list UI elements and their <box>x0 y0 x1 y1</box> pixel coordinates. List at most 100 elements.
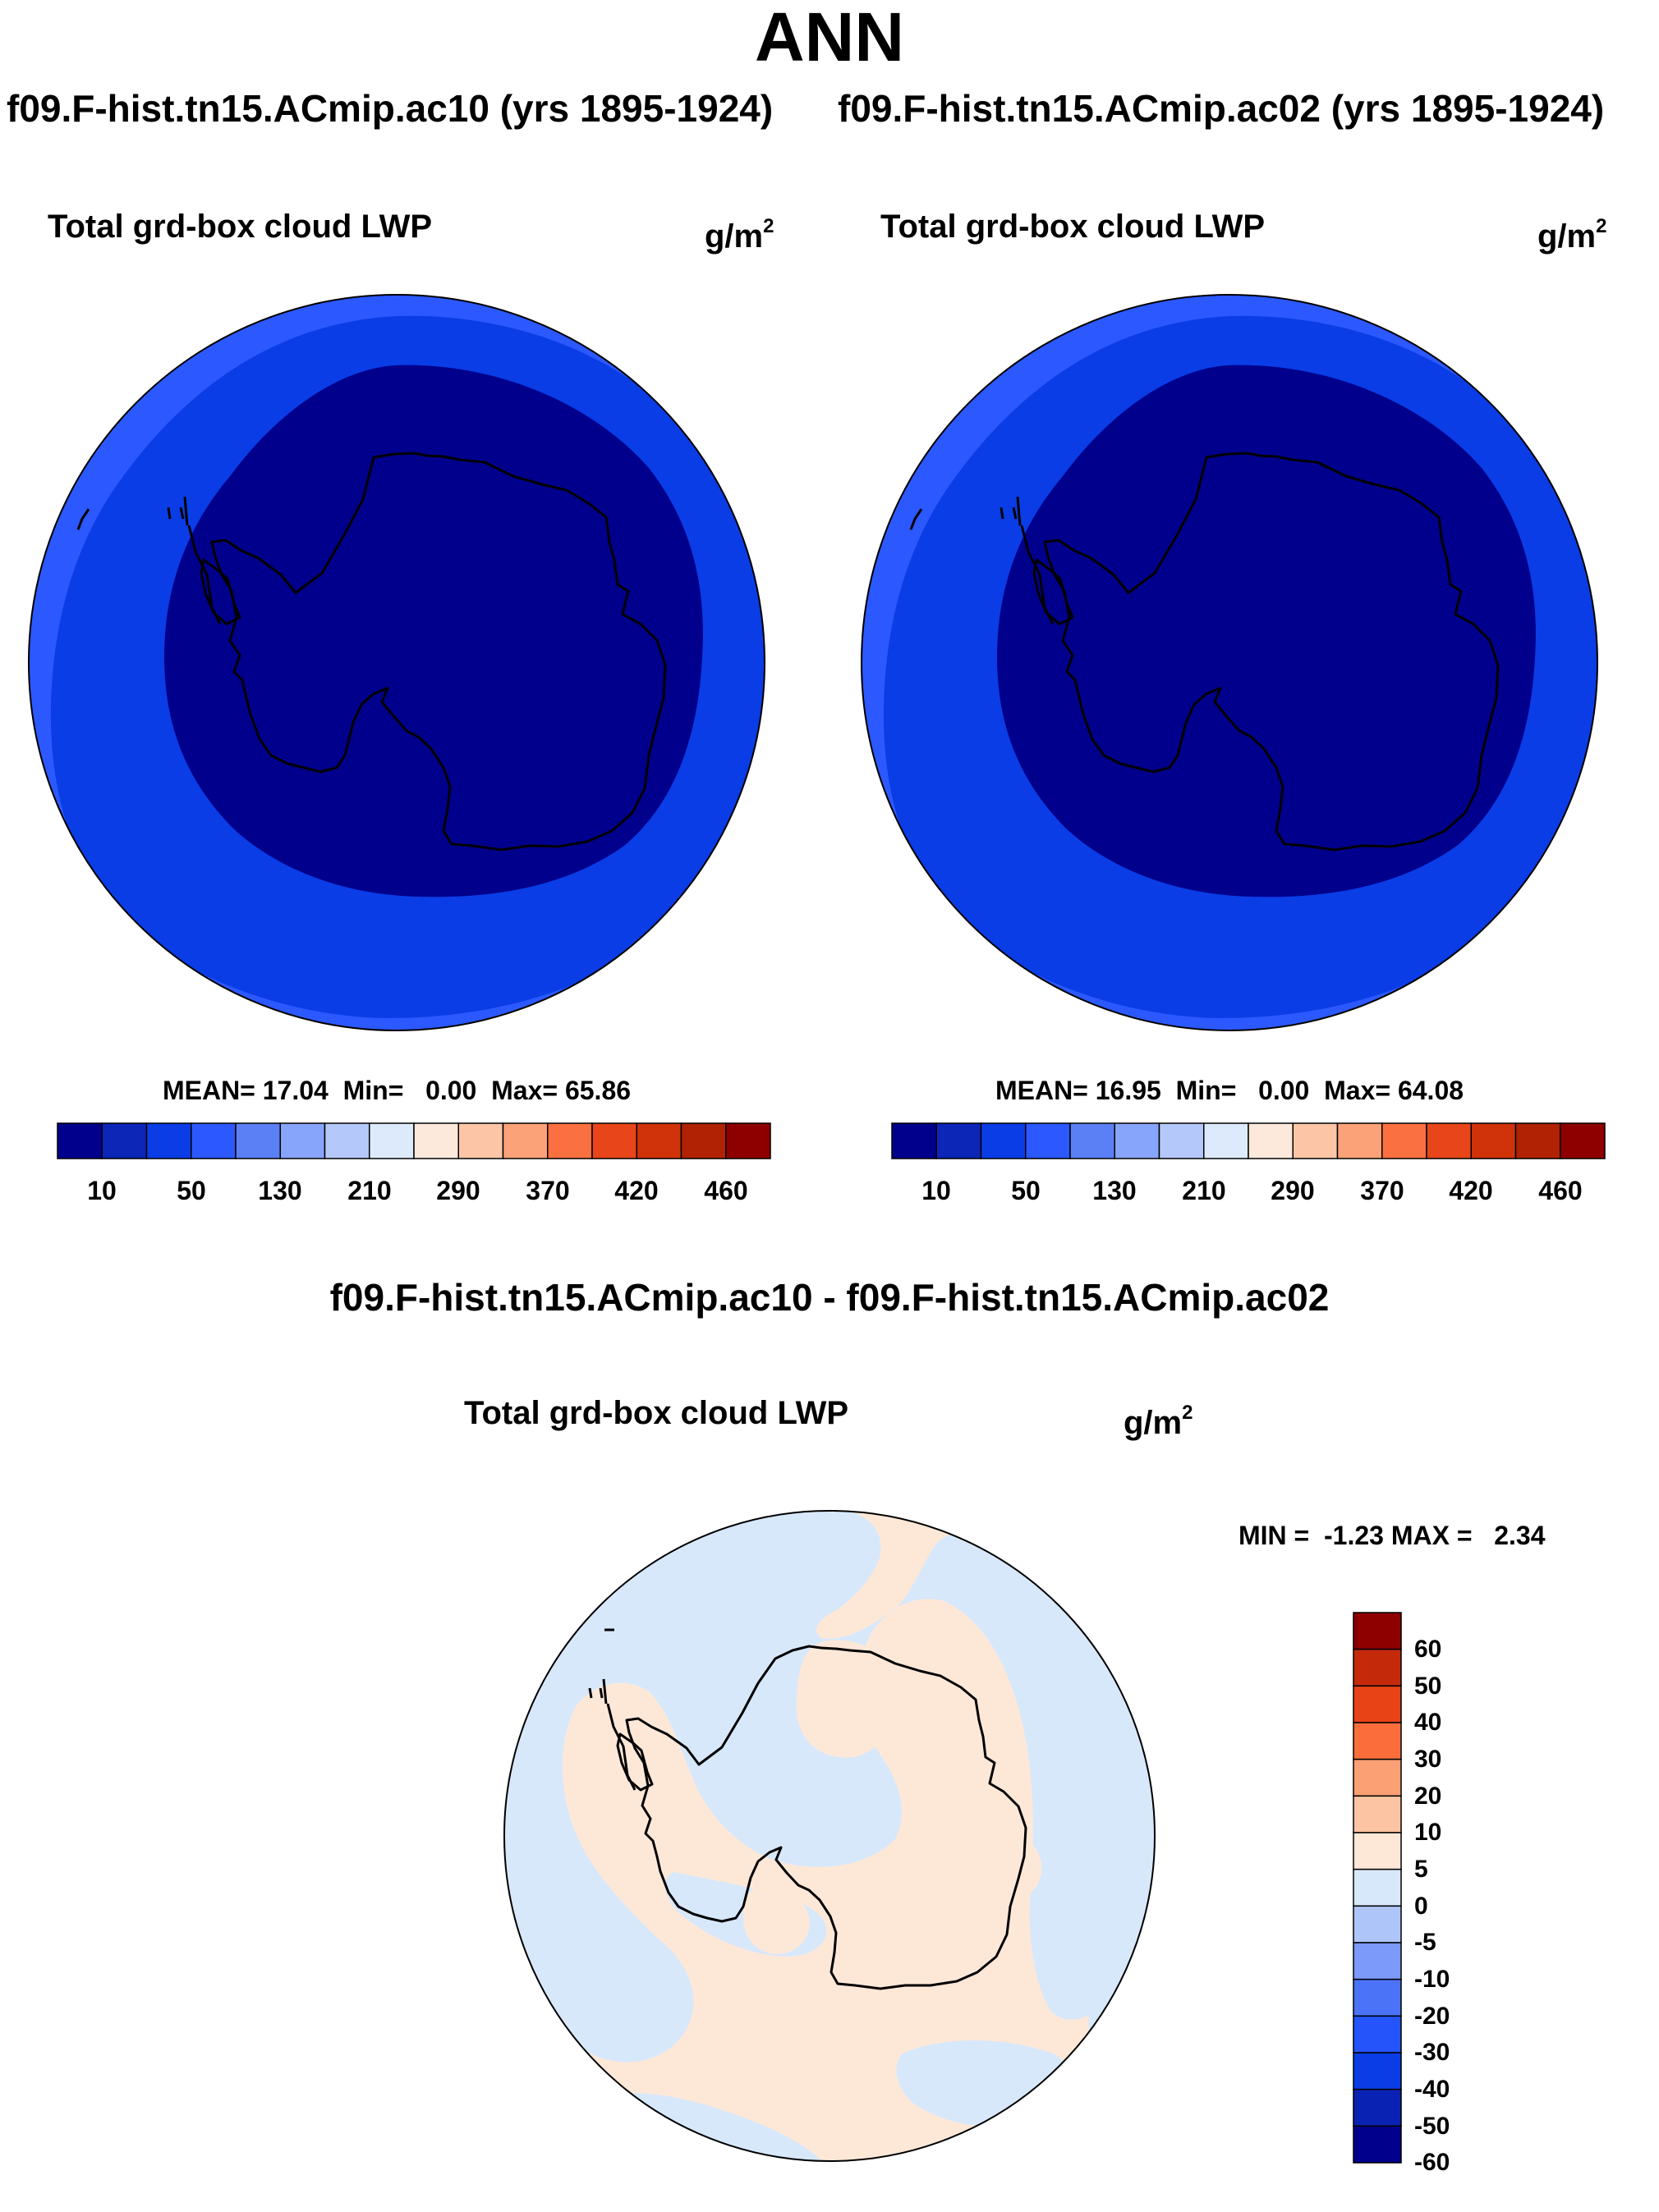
colorbar-difference-tick-label: -50 <box>1414 2113 1450 2140</box>
colorbar-difference-tick-label: -5 <box>1414 1929 1436 1956</box>
diff-positive-patch <box>891 1870 986 1975</box>
colorbar-left-tick-label: 130 <box>258 1176 302 1205</box>
colorbar-box <box>457 1122 504 1159</box>
colorbar-left-tick-label: 290 <box>436 1176 480 1205</box>
colorbar-box <box>1353 1832 1402 1870</box>
map-difference-border <box>503 1510 1156 2162</box>
colorbar-left-tick-label: 420 <box>614 1176 659 1205</box>
difference-minmax: MIN = -1.23 MAX = 2.34 <box>1239 1521 1546 1550</box>
diff-positive-patch <box>797 1640 898 1758</box>
colorbar-right-tick-label: 50 <box>1011 1176 1041 1205</box>
colorbar-box <box>1353 1648 1402 1687</box>
difference-variable: Total grd-box cloud LWP <box>464 1395 849 1431</box>
colorbar-box <box>1381 1122 1427 1159</box>
colorbar-box <box>191 1122 237 1159</box>
case-name-left: f09.F-hist.tn15.ACmip.ac10 (yrs 1895-192… <box>7 87 774 130</box>
colorbar-box <box>1353 2088 1402 2127</box>
colorbar-left-labels: 10 50 130 210 290 370 420 460 <box>0 1174 821 1207</box>
difference-title: f09.F-hist.tn15.ACmip.ac10 - f09.F-hist.… <box>329 1276 1330 1319</box>
colorbar-difference-tick-label: -10 <box>1414 1966 1450 1993</box>
colorbar-box <box>1203 1122 1249 1159</box>
colorbar-box <box>1353 2015 1402 2054</box>
panel-right-stats: MEAN= 16.95 Min= 0.00 Max= 64.08 <box>995 1076 1464 1105</box>
colorbar-box <box>1353 1685 1402 1723</box>
colorbar-left-tick-label: 210 <box>347 1176 392 1205</box>
colorbar-box <box>235 1122 281 1159</box>
colorbar-box <box>1336 1122 1383 1159</box>
colorbar-box <box>1114 1122 1160 1159</box>
colorbar-box <box>1292 1122 1339 1159</box>
lwp-band-0-10 <box>997 365 1536 897</box>
colorbar-box <box>1353 1905 1402 1944</box>
colorbar-box <box>101 1122 148 1159</box>
colorbar-difference-tick-label: 30 <box>1414 1746 1442 1773</box>
panel-left-units: g/m2 <box>705 215 774 255</box>
diff-positive-background <box>504 1511 1155 2161</box>
colorbar-box <box>547 1122 593 1159</box>
colorbar-box <box>1069 1122 1115 1159</box>
colorbar-box <box>1353 1978 1402 2017</box>
colorbar-difference-tick-label: 20 <box>1414 1783 1442 1810</box>
colorbar-right-tick-label: 130 <box>1092 1176 1137 1205</box>
diff-negative-region <box>664 1872 827 1957</box>
antarctica-coastline <box>76 452 667 851</box>
colorbar-right-tick-label: 290 <box>1271 1176 1315 1205</box>
colorbar-box <box>1353 1758 1402 1797</box>
colorbar-box <box>57 1122 103 1159</box>
colorbar-difference-tick-label: -60 <box>1414 2149 1450 2176</box>
lwp-band-10-50 <box>883 315 1597 1018</box>
colorbar-box <box>980 1122 1027 1159</box>
diff-negative-region <box>896 2040 1076 2127</box>
colorbar-box <box>1353 1942 1402 1980</box>
colorbar-difference-tick-label: 60 <box>1414 1636 1442 1663</box>
colorbar-difference-tick-label: 5 <box>1414 1856 1428 1883</box>
colorbar-right-tick-label: 460 <box>1538 1176 1583 1205</box>
lwp-band-0-10 <box>164 365 703 897</box>
colorbar-box <box>725 1122 771 1159</box>
colorbar-right-tick-label: 420 <box>1449 1176 1493 1205</box>
antarctica-coastline <box>504 1628 1027 1990</box>
colorbar-box <box>369 1122 415 1159</box>
colorbar-box <box>324 1122 370 1159</box>
diff-positive-patch <box>743 1888 810 1954</box>
colorbar-right-tick-label: 210 <box>1182 1176 1226 1205</box>
colorbar-box <box>1248 1122 1294 1159</box>
colorbar-box <box>636 1122 682 1159</box>
diff-positive-patch <box>996 1838 1042 1896</box>
diff-negative-region <box>504 1511 1155 2063</box>
panel-right-variable: Total grd-box cloud LWP <box>880 209 1266 245</box>
colorbar-box <box>1426 1122 1472 1159</box>
colorbar-box <box>935 1122 982 1159</box>
colorbar-left-tick-label: 10 <box>87 1176 117 1205</box>
colorbar-box <box>591 1122 637 1159</box>
panel-left-stats: MEAN= 17.04 Min= 0.00 Max= 65.86 <box>162 1076 632 1105</box>
colorbar-box <box>145 1122 192 1159</box>
lwp-band-50-130 <box>862 295 1597 1030</box>
map-right-border <box>861 294 1598 1031</box>
colorbar-difference-tick-label: -30 <box>1414 2039 1450 2066</box>
colorbar-left-tick-label: 370 <box>526 1176 570 1205</box>
page-title: ANN <box>755 0 904 76</box>
colorbar-box <box>1353 1868 1402 1907</box>
colorbar-box <box>502 1122 549 1159</box>
colorbar-difference-tick-label: 0 <box>1414 1893 1428 1920</box>
panel-right-units: g/m2 <box>1537 215 1607 255</box>
colorbar-right-labels: 10 50 130 210 290 370 420 460 <box>0 1174 1659 1207</box>
diff-negative-region <box>1088 2000 1150 2072</box>
colorbar-box <box>1353 1795 1402 1833</box>
colorbar-difference-tick-label: -20 <box>1414 2003 1450 2030</box>
colorbar-right-tick-label: 10 <box>921 1176 951 1205</box>
colorbar-box <box>891 1122 937 1159</box>
colorbar-box <box>1025 1122 1071 1159</box>
panel-left-variable: Total grd-box cloud LWP <box>48 209 433 245</box>
lwp-band-10-50 <box>50 315 765 1018</box>
colorbar-box <box>1158 1122 1205 1159</box>
colorbar-box <box>1353 1722 1402 1760</box>
colorbar-box <box>1514 1122 1561 1159</box>
lwp-band-50-130 <box>29 295 765 1030</box>
colorbar-box <box>413 1122 459 1159</box>
diff-positive-patch <box>915 1708 1010 1823</box>
colorbar-difference-tick-label: 40 <box>1414 1709 1442 1736</box>
colorbar-difference-tick-label: 10 <box>1414 1819 1442 1846</box>
colorbar-difference-tick-label: -40 <box>1414 2076 1450 2103</box>
